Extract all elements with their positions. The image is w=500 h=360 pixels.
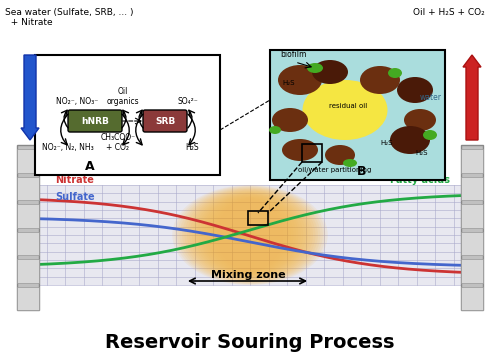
FancyArrow shape — [21, 55, 39, 140]
Text: Nitrate: Nitrate — [55, 175, 94, 185]
Ellipse shape — [302, 80, 388, 140]
Bar — [248, 211, 268, 225]
Ellipse shape — [312, 60, 348, 84]
Ellipse shape — [172, 185, 328, 285]
Ellipse shape — [325, 145, 355, 165]
FancyBboxPatch shape — [68, 110, 122, 132]
Text: Oil + H₂S + CO₂: Oil + H₂S + CO₂ — [413, 8, 485, 17]
Text: CH₃COO⁻
+ CO₂: CH₃COO⁻ + CO₂ — [100, 132, 136, 152]
Ellipse shape — [388, 68, 402, 78]
Bar — [461, 204, 483, 228]
Bar — [270, 50, 445, 180]
Ellipse shape — [278, 65, 322, 95]
Bar — [461, 287, 483, 310]
Bar — [28, 185, 472, 285]
Text: A: A — [85, 160, 94, 173]
Bar — [17, 287, 39, 310]
Text: SO₄²⁻: SO₄²⁻ — [178, 97, 199, 106]
Bar — [461, 145, 483, 310]
Ellipse shape — [187, 190, 313, 280]
Bar — [17, 145, 39, 310]
Bar — [461, 259, 483, 283]
Text: NO₂⁻, N₂, NH₃: NO₂⁻, N₂, NH₃ — [42, 143, 94, 152]
FancyBboxPatch shape — [143, 110, 187, 132]
Ellipse shape — [343, 159, 357, 167]
Text: Reservoir Souring Process: Reservoir Souring Process — [105, 333, 395, 352]
Text: Oil
organics: Oil organics — [106, 87, 140, 106]
Bar — [17, 204, 39, 228]
Ellipse shape — [272, 108, 308, 132]
Text: H₂S: H₂S — [185, 143, 198, 152]
Ellipse shape — [269, 126, 281, 134]
Ellipse shape — [390, 126, 430, 154]
Bar — [17, 231, 39, 255]
Text: residual oil: residual oil — [329, 103, 367, 109]
Ellipse shape — [360, 66, 400, 94]
Ellipse shape — [282, 139, 318, 161]
Text: SRB: SRB — [155, 117, 175, 126]
Text: hNRB: hNRB — [81, 117, 109, 126]
Text: B: B — [357, 165, 366, 178]
Bar — [302, 144, 322, 162]
Text: oil/water partitioning: oil/water partitioning — [298, 167, 372, 173]
Ellipse shape — [397, 77, 433, 103]
Text: Mixing zone: Mixing zone — [210, 270, 286, 280]
Ellipse shape — [177, 186, 323, 283]
Bar — [17, 259, 39, 283]
Text: Sea water (Sulfate, SRB, ... )
  + Nitrate: Sea water (Sulfate, SRB, ... ) + Nitrate — [5, 8, 134, 27]
Text: water: water — [420, 93, 442, 102]
Bar — [17, 149, 39, 172]
Ellipse shape — [423, 130, 437, 140]
Text: NO₂⁻, NO₃⁻: NO₂⁻, NO₃⁻ — [56, 97, 98, 106]
Bar — [35, 55, 220, 175]
Bar — [461, 149, 483, 172]
Text: Fatty acids: Fatty acids — [390, 175, 450, 185]
Ellipse shape — [190, 190, 310, 279]
Text: biofilm: biofilm — [280, 50, 306, 59]
Ellipse shape — [175, 186, 325, 284]
FancyArrow shape — [463, 55, 481, 140]
Bar — [461, 177, 483, 200]
Ellipse shape — [184, 189, 316, 281]
Ellipse shape — [180, 187, 320, 283]
Ellipse shape — [182, 188, 318, 282]
Bar — [17, 177, 39, 200]
Ellipse shape — [307, 63, 323, 73]
Text: H₂S: H₂S — [415, 150, 428, 156]
Text: Sulfate: Sulfate — [55, 192, 94, 202]
Text: H₂S: H₂S — [380, 140, 392, 146]
Ellipse shape — [404, 109, 436, 131]
Text: H₂S: H₂S — [282, 80, 294, 86]
Bar — [461, 231, 483, 255]
